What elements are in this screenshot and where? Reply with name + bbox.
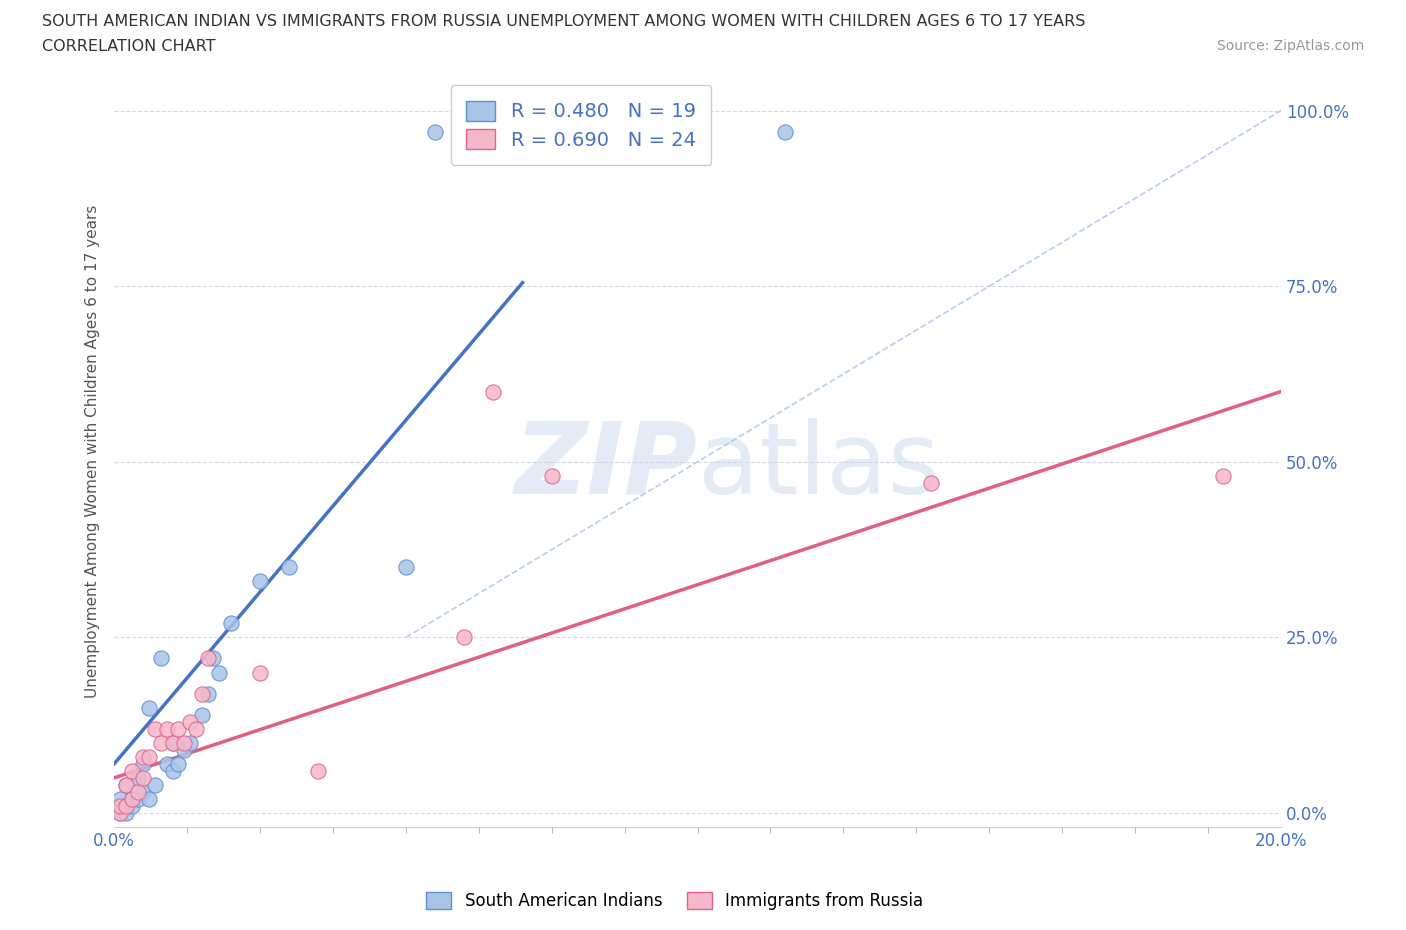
Point — [121, 764, 143, 778]
Point — [143, 777, 166, 792]
Point — [1212, 469, 1234, 484]
Point — [121, 791, 143, 806]
Point — [179, 736, 201, 751]
Point — [108, 805, 131, 820]
Point — [121, 791, 143, 806]
Point — [108, 799, 131, 814]
Text: atlas: atlas — [697, 418, 939, 515]
Point — [167, 756, 190, 771]
Point — [162, 736, 184, 751]
Text: CORRELATION CHART: CORRELATION CHART — [42, 39, 215, 54]
Point — [179, 714, 201, 729]
Point — [108, 799, 131, 814]
Point — [173, 742, 195, 757]
Point — [219, 616, 242, 631]
Point — [115, 799, 138, 814]
Y-axis label: Unemployment Among Women with Children Ages 6 to 17 years: Unemployment Among Women with Children A… — [86, 205, 100, 698]
Point — [208, 665, 231, 680]
Point — [132, 756, 155, 771]
Point — [167, 722, 190, 737]
Point — [197, 686, 219, 701]
Point — [132, 750, 155, 764]
Point — [423, 125, 446, 140]
Text: ZIP: ZIP — [515, 418, 697, 515]
Point — [202, 651, 225, 666]
Point — [599, 125, 621, 140]
Point — [138, 700, 160, 715]
Text: Source: ZipAtlas.com: Source: ZipAtlas.com — [1216, 39, 1364, 53]
Point — [115, 805, 138, 820]
Point — [127, 785, 149, 800]
Point — [149, 736, 172, 751]
Point — [108, 805, 131, 820]
Point — [156, 722, 179, 737]
Point — [197, 651, 219, 666]
Point — [127, 791, 149, 806]
Point — [773, 125, 796, 140]
Point — [132, 785, 155, 800]
Point — [138, 791, 160, 806]
Point — [540, 469, 562, 484]
Point — [278, 560, 301, 575]
Point — [184, 722, 207, 737]
Point — [127, 770, 149, 785]
Point — [115, 777, 138, 792]
Point — [920, 475, 942, 490]
Point — [138, 750, 160, 764]
Point — [115, 777, 138, 792]
Point — [162, 764, 184, 778]
Point — [115, 799, 138, 814]
Legend: R = 0.480   N = 19, R = 0.690   N = 24: R = 0.480 N = 19, R = 0.690 N = 24 — [450, 86, 711, 166]
Point — [249, 665, 271, 680]
Point — [149, 651, 172, 666]
Point — [156, 756, 179, 771]
Point — [190, 686, 212, 701]
Point — [143, 722, 166, 737]
Point — [249, 574, 271, 589]
Point — [173, 736, 195, 751]
Point — [190, 707, 212, 722]
Point — [132, 770, 155, 785]
Point — [307, 764, 329, 778]
Point — [482, 384, 505, 399]
Text: SOUTH AMERICAN INDIAN VS IMMIGRANTS FROM RUSSIA UNEMPLOYMENT AMONG WOMEN WITH CH: SOUTH AMERICAN INDIAN VS IMMIGRANTS FROM… — [42, 14, 1085, 29]
Legend: South American Indians, Immigrants from Russia: South American Indians, Immigrants from … — [419, 885, 931, 917]
Point — [162, 736, 184, 751]
Point — [453, 630, 475, 644]
Point — [395, 560, 418, 575]
Point — [108, 791, 131, 806]
Point — [121, 799, 143, 814]
